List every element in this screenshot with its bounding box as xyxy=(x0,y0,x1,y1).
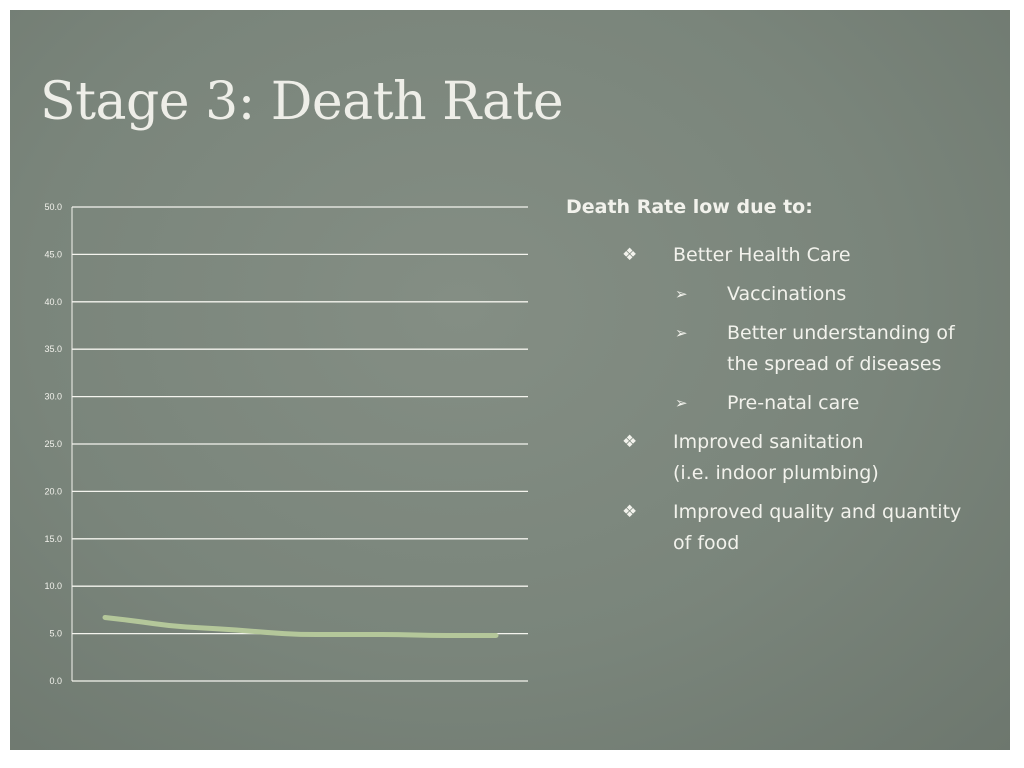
sub-bullet-vaccinations: ➢ Vaccinations xyxy=(673,279,1006,310)
y-tick-label: 45.0 xyxy=(44,249,62,259)
slide-title: Stage 3: Death Rate xyxy=(40,72,564,132)
y-tick-label: 15.0 xyxy=(44,534,62,544)
arrow-bullet-icon: ➢ xyxy=(675,324,688,342)
sub-bullet-disease-spread: ➢ Better understanding of the spread of … xyxy=(673,318,1006,380)
bullet-sanitation: ❖ Improved sanitation (i.e. indoor plumb… xyxy=(566,427,1006,489)
diamond-bullet-icon: ❖ xyxy=(622,502,638,522)
y-tick-label: 50.0 xyxy=(44,202,62,212)
y-tick-label: 25.0 xyxy=(44,439,62,449)
y-tick-label: 40.0 xyxy=(44,297,62,307)
sub-bullet-text: Vaccinations xyxy=(727,283,847,305)
y-tick-label: 0.0 xyxy=(49,676,62,686)
bullet-health-care: ❖ Better Health Care ➢ Vaccinations ➢ Be… xyxy=(566,240,1006,419)
slide: Stage 3: Death Rate 0.0 5.0 10.0 15.0 20.0 25… xyxy=(10,10,1010,750)
sub-bullet-text: Better understanding of the spread of di… xyxy=(727,322,955,375)
diamond-bullet-icon: ❖ xyxy=(622,245,638,265)
bullet-list: ❖ Better Health Care ➢ Vaccinations ➢ Be… xyxy=(566,240,1006,559)
y-tick-label: 10.0 xyxy=(44,581,62,591)
sub-bullet-prenatal-care: ➢ Pre-natal care xyxy=(673,388,1006,419)
y-tick-label: 35.0 xyxy=(44,344,62,354)
y-tick-label: 30.0 xyxy=(44,392,62,402)
death-rate-series-line xyxy=(102,614,499,638)
sub-bullet-text: Pre-natal care xyxy=(727,392,860,414)
bullet-panel: Death Rate low due to: ❖ Better Health C… xyxy=(566,196,1006,567)
arrow-bullet-icon: ➢ xyxy=(675,285,688,303)
bullet-text: Better Health Care xyxy=(673,244,851,266)
sub-bullet-list: ➢ Vaccinations ➢ Better understanding of… xyxy=(673,279,1006,419)
bullet-food: ❖ Improved quality and quantity of food xyxy=(566,497,1006,559)
bullet-text: Improved quality and quantity of food xyxy=(673,501,962,554)
death-rate-chart: 0.0 5.0 10.0 15.0 20.0 25.0 30.0 35.0 40.0 45.0 50… xyxy=(44,202,528,686)
diamond-bullet-icon: ❖ xyxy=(622,432,638,452)
y-tick-label: 20.0 xyxy=(44,486,62,496)
y-tick-label: 5.0 xyxy=(49,629,62,639)
bullets-heading: Death Rate low due to: xyxy=(566,196,813,218)
bullet-text: Improved sanitation (i.e. indoor plumbin… xyxy=(673,431,879,484)
arrow-bullet-icon: ➢ xyxy=(675,394,688,412)
